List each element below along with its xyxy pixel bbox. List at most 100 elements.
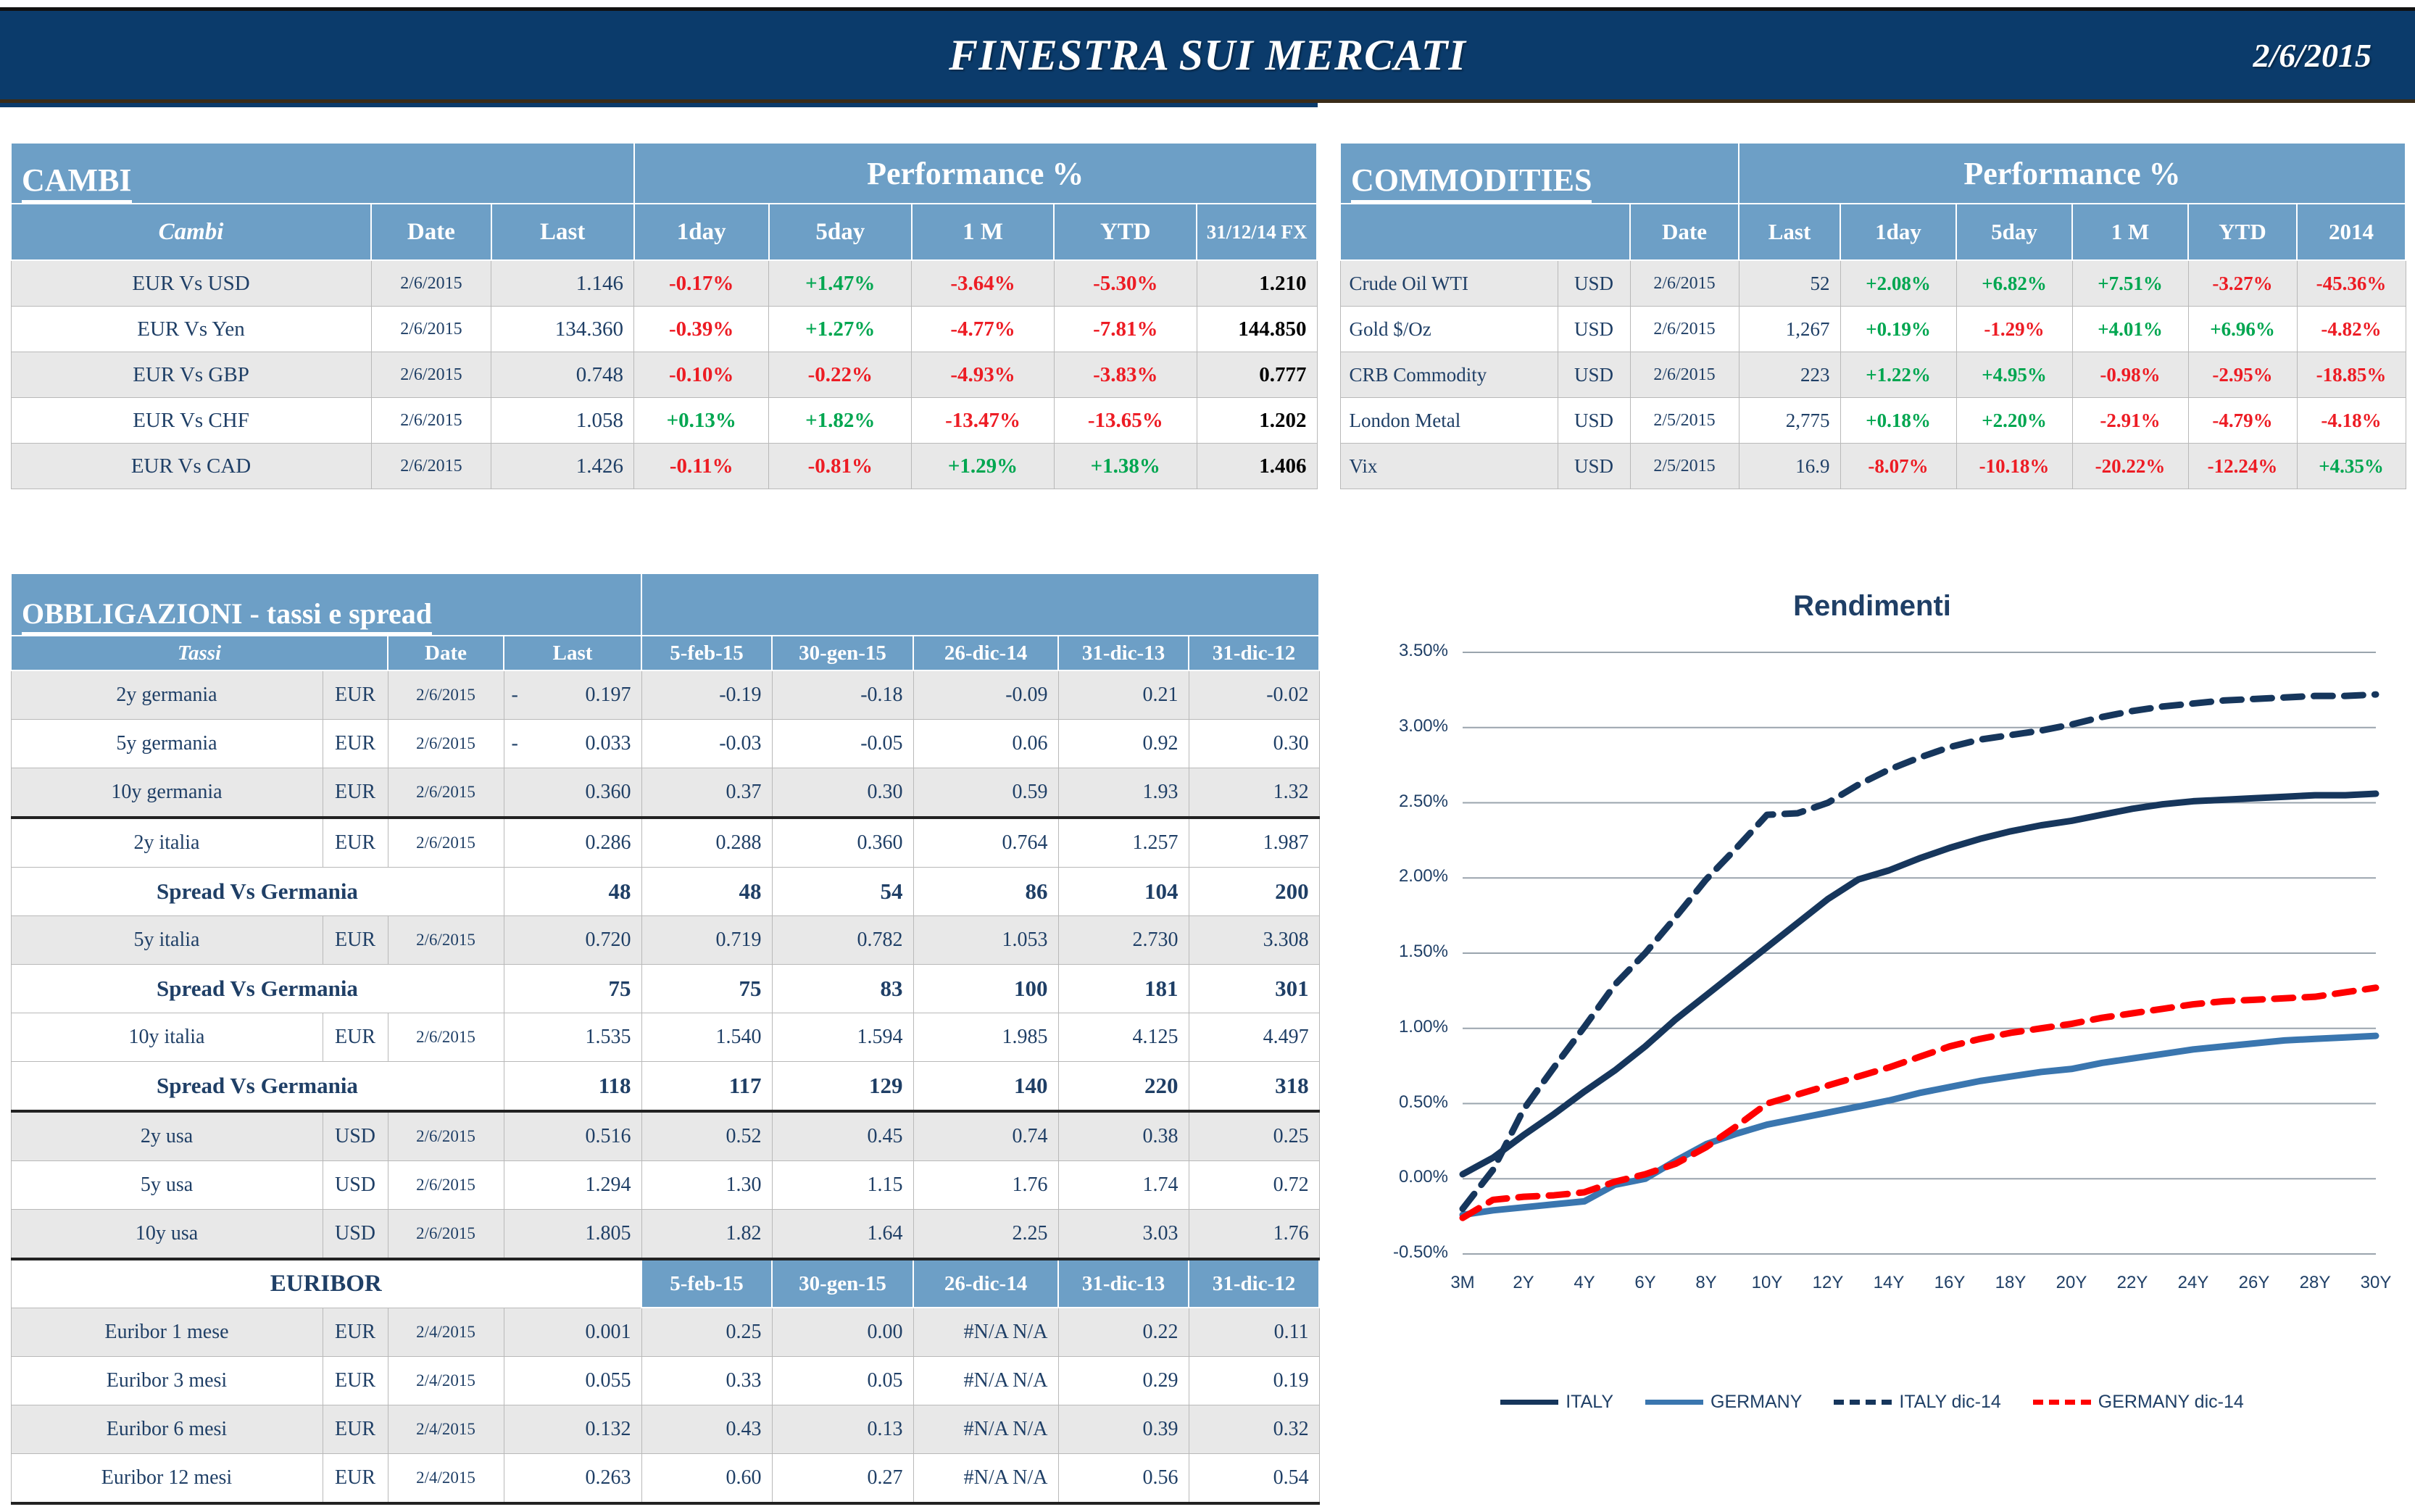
euribor-c1: 0.25 [641, 1307, 773, 1357]
table-row: Gold $/Oz USD 2/6/2015 1,267 +0.19% -1.29% +4.… [1339, 306, 2406, 352]
cambi-ytd: -7.81% [1053, 306, 1197, 352]
euribor-date: 2/4/2015 [387, 1356, 504, 1405]
commodity-last: 1,267 [1738, 306, 1841, 352]
bond-c2: 0.45 [771, 1110, 914, 1161]
page-banner: FINESTRA SUI MERCATI 2/6/2015 [0, 7, 2415, 103]
chart-xtick-label: 3M [1450, 1273, 1475, 1292]
cambi-col-5day: 5day [768, 203, 913, 261]
bond-name: 2y usa [10, 1110, 323, 1161]
table-row: 10y italia EUR 2/6/2015 1.535 1.540 1.594 1.98… [10, 1013, 1320, 1062]
chart-xtick-label: 28Y [2299, 1273, 2331, 1292]
commodities-col-ytd: YTD [2187, 203, 2298, 261]
spread-c2: 129 [771, 1061, 914, 1113]
legend-label: ITALY [1566, 1392, 1613, 1412]
table-row: Euribor 12 mesi EUR 2/4/2015 0.263 0.60 0.27 #… [10, 1453, 1320, 1505]
bond-c3: -0.09 [913, 670, 1059, 720]
bond-currency: EUR [322, 670, 388, 720]
chart-plot-area: 3.50% 3.00% 2.50% 2.00% 1.50% 1.00% 0.50% 0.00%… [1339, 573, 2405, 1399]
bond-last: 1.535 [503, 1013, 642, 1062]
commodity-name: Crude Oil WTI [1339, 259, 1558, 307]
bond-c3: 0.59 [913, 768, 1059, 819]
cambi-5day: +1.27% [768, 306, 913, 352]
commodity-1day: +1.22% [1840, 352, 1957, 398]
commodity-1day: +0.19% [1840, 306, 1957, 352]
commodity-date: 2/6/2015 [1629, 306, 1739, 352]
chart-xtick-label: 14Y [1873, 1273, 1905, 1292]
euribor-c5: 0.32 [1188, 1405, 1320, 1454]
cambi-date: 2/6/2015 [370, 352, 492, 398]
cambi-col-name: Cambi [9, 203, 373, 261]
commodities-table: COMMODITIES Performance % Date Last 1day… [1339, 142, 2407, 489]
cambi-1day: -0.10% [633, 352, 770, 398]
legend-item: ITALY dic-14 [1834, 1392, 2001, 1413]
table-row: Euribor 6 mesi EUR 2/4/2015 0.132 0.43 0.13 #N… [10, 1405, 1320, 1454]
bond-last: 0.720 [503, 915, 642, 965]
commodity-2014: -45.36% [2296, 259, 2406, 307]
bond-date: 2/6/2015 [387, 817, 504, 868]
chart-xtick-label: 20Y [2056, 1273, 2087, 1292]
bond-c4: 4.125 [1057, 1013, 1189, 1062]
bond-c3: 2.25 [913, 1209, 1059, 1260]
cambi-last: 1.058 [491, 397, 635, 444]
table-row: Euribor 3 mesi EUR 2/4/2015 0.055 0.33 0.05 #N… [10, 1356, 1320, 1405]
spread-c5: 301 [1188, 964, 1320, 1013]
obbl-col-31dic13: 31-dic-13 [1057, 635, 1190, 671]
commodity-1day: +0.18% [1840, 397, 1957, 444]
euribor-c2: 0.00 [771, 1307, 914, 1357]
commodity-last: 223 [1738, 352, 1841, 398]
commodity-2014: +4.35% [2296, 443, 2406, 489]
bond-name: 2y italia [10, 817, 323, 868]
cambi-ytd: -13.65% [1053, 397, 1197, 444]
bond-c5: 1.987 [1188, 817, 1320, 868]
commodity-1m: -2.91% [2071, 397, 2189, 444]
bond-name: 10y usa [10, 1209, 323, 1260]
chart-title: Rendimenti [1793, 590, 1951, 622]
bond-c5: 0.25 [1188, 1110, 1320, 1161]
legend-swatch-icon [1500, 1400, 1559, 1405]
chart-ytick-label: -0.50% [1392, 1242, 1448, 1262]
commodity-1day: +2.08% [1840, 259, 1957, 307]
bond-c3: 0.764 [913, 817, 1059, 868]
commodity-last: 52 [1738, 259, 1841, 307]
bond-currency: USD [322, 1160, 388, 1210]
table-row: Spread Vs Germania 48 48 54 86 104 200 [10, 867, 1320, 916]
cambi-performance-header: Performance % [633, 142, 1318, 204]
commodity-last: 16.9 [1738, 443, 1841, 489]
bond-c2: 0.360 [771, 817, 914, 868]
bond-date: 2/6/2015 [387, 1013, 504, 1062]
euribor-c5: 0.11 [1188, 1307, 1320, 1357]
bond-c4: 1.74 [1057, 1160, 1189, 1210]
bond-name: 2y germania [10, 670, 323, 720]
commodity-currency: USD [1557, 306, 1631, 352]
bond-c1: -0.19 [641, 670, 773, 720]
euribor-currency: EUR [322, 1453, 388, 1505]
euribor-c4: 0.22 [1057, 1307, 1189, 1357]
chart-series-italy-dic-14 [1459, 691, 2379, 1213]
bond-c1: 0.52 [641, 1110, 773, 1161]
cambi-col-1day: 1day [633, 203, 770, 261]
table-row: Vix USD 2/5/2015 16.9 -8.07% -10.18% -20.22% -1… [1339, 443, 2406, 489]
commodity-currency: USD [1557, 443, 1631, 489]
cambi-col-ytd: YTD [1053, 203, 1198, 261]
commodity-name: Vix [1339, 443, 1558, 489]
commodity-currency: USD [1557, 259, 1631, 307]
commodity-currency: USD [1557, 352, 1631, 398]
bond-c2: 0.782 [771, 915, 914, 965]
bond-c1: 1.540 [641, 1013, 773, 1062]
bond-c4: 0.92 [1057, 719, 1189, 768]
cambi-pair: EUR Vs Yen [10, 306, 372, 352]
page-title: FINESTRA SUI MERCATI [949, 30, 1466, 79]
commodity-date: 2/6/2015 [1629, 259, 1739, 307]
cambi-section-title: CAMBI [10, 142, 635, 204]
bond-c3: 1.053 [913, 915, 1059, 965]
euribor-currency: EUR [322, 1307, 388, 1357]
table-row: EUR Vs CHF 2/6/2015 1.058 +0.13% +1.82% -13.4… [10, 397, 1318, 444]
bond-c2: 1.64 [771, 1209, 914, 1260]
commodity-2014: -18.85% [2296, 352, 2406, 398]
chart-xtick-label: 16Y [1934, 1273, 1966, 1292]
bond-c5: 0.72 [1188, 1160, 1320, 1210]
euribor-c2: 0.27 [771, 1453, 914, 1505]
commodities-col-5day: 5day [1955, 203, 2074, 261]
commodities-performance-header: Performance % [1738, 142, 2407, 204]
table-row: 2y usa USD 2/6/2015 0.516 0.52 0.45 0.74 0.38 0.… [10, 1110, 1320, 1161]
